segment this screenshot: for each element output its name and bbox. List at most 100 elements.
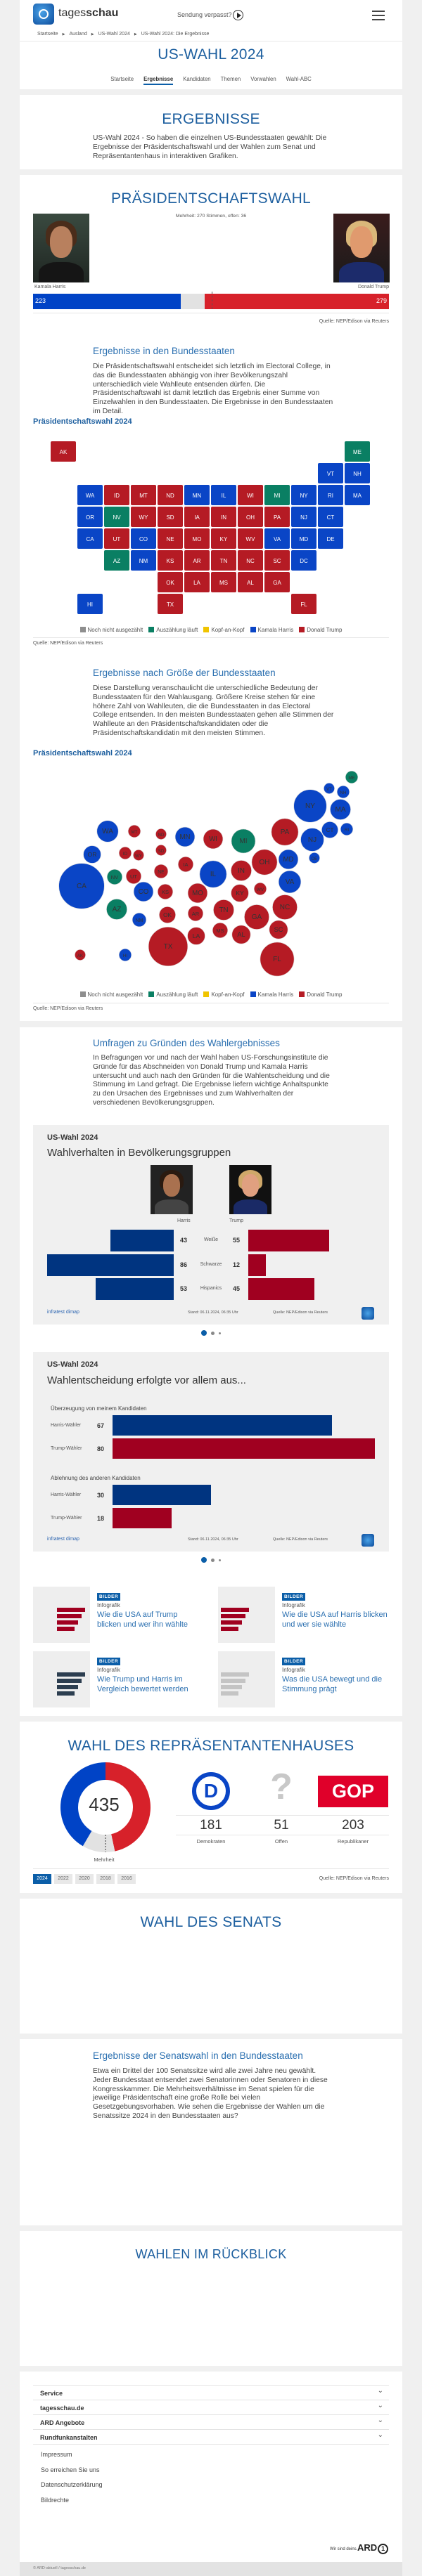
bubble-wi[interactable]: WI	[203, 828, 224, 850]
map-state-nd[interactable]: ND	[158, 485, 183, 505]
play-icon[interactable]	[233, 10, 243, 20]
map-state-ks[interactable]: KS	[158, 550, 183, 571]
bubble-wa[interactable]: WA	[96, 820, 119, 843]
bubble-ma[interactable]: MA	[330, 799, 351, 820]
teaser-title[interactable]: Was die USA bewegt und die Stimmung präg…	[282, 1675, 383, 1693]
map-state-me[interactable]: ME	[345, 441, 370, 462]
footer-accordion-2[interactable]: ARD Angebote ⌄	[33, 2415, 389, 2430]
bubble-nm[interactable]: NM	[132, 912, 147, 928]
year-button-2024[interactable]: 2024	[33, 1874, 51, 1884]
breadcrumb-item[interactable]: Ausland	[69, 32, 87, 37]
map-state-ne[interactable]: NE	[158, 528, 183, 549]
bubble-nj[interactable]: NJ	[300, 828, 324, 852]
bubble-ky[interactable]: KY	[231, 884, 249, 902]
bubble-va[interactable]: VA	[278, 870, 302, 894]
bubble-nv[interactable]: NV	[106, 869, 123, 885]
bubble-de[interactable]: DE	[309, 852, 320, 864]
map-state-ny[interactable]: NY	[291, 485, 316, 505]
map-state-ar[interactable]: AR	[184, 550, 210, 571]
map-state-nj[interactable]: NJ	[291, 507, 316, 527]
bubble-co[interactable]: CO	[133, 881, 154, 902]
breadcrumb-item[interactable]: US-Wahl 2024	[98, 32, 130, 37]
map-state-fl[interactable]: FL	[291, 594, 316, 614]
map-state-nc[interactable]: NC	[238, 550, 263, 571]
infografik-teaser[interactable]: BILDER Infografik Wie die USA auf Trump bl…	[33, 1587, 202, 1644]
map-state-ga[interactable]: GA	[264, 572, 290, 592]
map-state-tx[interactable]: TX	[158, 594, 183, 614]
map-state-id[interactable]: ID	[104, 485, 129, 505]
bubble-sd[interactable]: SD	[155, 845, 167, 856]
bubble-ri[interactable]: RI	[340, 822, 354, 836]
infografik-teaser[interactable]: BILDER Infografik Wie Trump und Harris im …	[33, 1651, 202, 1709]
map-state-wi[interactable]: WI	[238, 485, 263, 505]
bubble-ca[interactable]: CA	[58, 863, 105, 909]
carousel-dots-2[interactable]	[0, 1557, 422, 1563]
dot-1[interactable]	[201, 1557, 207, 1563]
ard-logo[interactable]: ARD 1	[357, 2542, 389, 2554]
bubble-ct[interactable]: CT	[321, 821, 338, 838]
nav-tab-wahl-abc[interactable]: Wahl-ABC	[286, 76, 312, 82]
map-state-la[interactable]: LA	[184, 572, 210, 592]
map-state-md[interactable]: MD	[291, 528, 316, 549]
map-state-co[interactable]: CO	[131, 528, 156, 549]
bubble-ks[interactable]: KS	[157, 883, 174, 900]
us-results-map[interactable]: AK ME VT NH WA ID MT ND MN IL WI MI NY RI MA OR NV WY SD IA…	[0, 436, 422, 622]
bubble-tn[interactable]: TN	[213, 899, 234, 921]
year-button-2020[interactable]: 2020	[75, 1874, 94, 1884]
missed-show-link[interactable]: Sendung verpasst?	[177, 11, 232, 18]
map-state-ma[interactable]: MA	[345, 485, 370, 505]
bubble-pa[interactable]: PA	[271, 818, 299, 846]
map-state-wy[interactable]: WY	[131, 507, 156, 527]
year-button-2016[interactable]: 2016	[117, 1874, 136, 1884]
map-state-dc[interactable]: DC	[291, 550, 316, 571]
teaser-title[interactable]: Wie die USA auf Trump blicken und wer ih…	[97, 1611, 188, 1629]
map-state-or[interactable]: OR	[77, 507, 103, 527]
dot-3[interactable]	[219, 1332, 221, 1334]
bubble-ak[interactable]: AK	[75, 949, 86, 961]
bubble-or[interactable]: OR	[83, 845, 101, 864]
map-state-ms[interactable]: MS	[211, 572, 236, 592]
map-state-pa[interactable]: PA	[264, 507, 290, 527]
dot-2[interactable]	[211, 1558, 215, 1562]
map-state-nm[interactable]: NM	[131, 550, 156, 571]
map-state-sc[interactable]: SC	[264, 550, 290, 571]
footer-accordion-0[interactable]: Service ⌄	[33, 2386, 389, 2400]
map-state-in[interactable]: IN	[211, 507, 236, 527]
map-state-ok[interactable]: OK	[158, 572, 183, 592]
bubble-vt[interactable]: VT	[324, 783, 335, 794]
map-state-az[interactable]: AZ	[104, 550, 129, 571]
bubble-il[interactable]: IL	[199, 860, 227, 888]
bubble-ok[interactable]: OK	[159, 906, 176, 923]
infografik-teaser[interactable]: BILDER Infografik Was die USA bewegt und d…	[218, 1651, 387, 1709]
map-state-mn[interactable]: MN	[184, 485, 210, 505]
bubble-ia[interactable]: IA	[177, 856, 194, 873]
map-state-oh[interactable]: OH	[238, 507, 263, 527]
map-state-mt[interactable]: MT	[131, 485, 156, 505]
nav-tab-themen[interactable]: Themen	[220, 76, 241, 82]
dot-3[interactable]	[219, 1559, 221, 1561]
state-bubble-chart[interactable]: AK ME VT NH WA ID MT ND MN IL WI MI NY RI MA OR NV WY SD IA…	[0, 759, 422, 991]
carousel-dots[interactable]	[0, 1330, 422, 1336]
menu-icon[interactable]	[372, 11, 385, 20]
bubble-mi[interactable]: MI	[231, 828, 256, 854]
map-state-nv[interactable]: NV	[104, 507, 129, 527]
bubble-wy[interactable]: WY	[133, 850, 144, 861]
map-state-wv[interactable]: WV	[238, 528, 263, 549]
dot-1[interactable]	[201, 1330, 207, 1336]
map-state-tn[interactable]: TN	[211, 550, 236, 571]
nav-tab-kandidaten[interactable]: Kandidaten	[183, 76, 211, 82]
footer-link[interactable]: Bildrechte	[41, 2496, 70, 2504]
breadcrumb-item[interactable]: US-Wahl 2024: Die Ergebnisse	[141, 32, 210, 37]
bubble-in[interactable]: IN	[231, 860, 252, 881]
map-state-ut[interactable]: UT	[104, 528, 129, 549]
bubble-ny[interactable]: NY	[293, 789, 327, 823]
bubble-az[interactable]: AZ	[106, 899, 127, 920]
breadcrumb-item[interactable]: Startseite	[37, 32, 58, 37]
map-state-ri[interactable]: RI	[318, 485, 343, 505]
map-state-de[interactable]: DE	[318, 528, 343, 549]
footer-link[interactable]: Datenschutzerklärung	[41, 2481, 103, 2489]
bubble-nc[interactable]: NC	[272, 895, 298, 920]
bubble-wv[interactable]: WV	[253, 882, 267, 896]
bubble-me[interactable]: ME	[345, 770, 359, 784]
bubble-ar[interactable]: AR	[187, 905, 204, 922]
